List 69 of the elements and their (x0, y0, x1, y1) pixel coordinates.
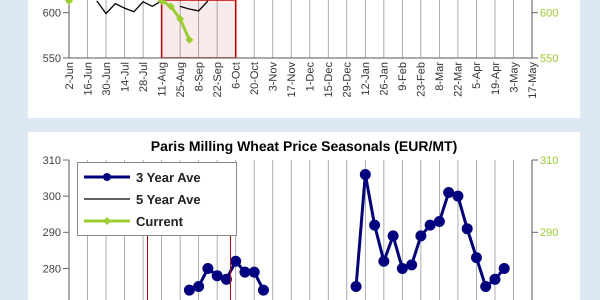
point (480, 281, 492, 292)
x-tick-label: 17-Nov (286, 62, 298, 98)
point (443, 187, 454, 198)
y-tick-label: 290 (42, 227, 61, 240)
point (220, 274, 232, 285)
point (415, 230, 426, 242)
point (176, 15, 184, 24)
x-tick-label: 6-Oct (230, 62, 242, 89)
x-tick-label: 16-Jun (82, 62, 94, 96)
legend-label: 3 Year Ave (136, 170, 201, 184)
x-tick-label: 5-Apr (471, 62, 484, 89)
x-tick-label: 26-Jan (378, 62, 391, 96)
y2-tick-label: 550 (540, 52, 558, 65)
x-tick-label: 11-Aug (156, 62, 168, 97)
point (350, 281, 362, 292)
point (360, 168, 371, 180)
chart-title: Paris Milling Wheat Price Seasonals (EUR/MT) (150, 138, 458, 154)
y2-tick-label: 310 (540, 154, 558, 167)
point (212, 270, 223, 282)
point (193, 281, 204, 292)
point (498, 262, 510, 274)
point (202, 262, 214, 274)
point (230, 256, 242, 267)
x-tick-label: 9-Feb (397, 62, 410, 91)
y-tick-label: 550 (42, 52, 61, 65)
y2-tick-label: 600 (540, 8, 558, 20)
point (184, 284, 195, 296)
x-tick-label: 8-Sep (193, 62, 206, 92)
point (185, 36, 194, 44)
x-tick-label: 30-Jun (100, 62, 113, 96)
x-tick-label: 2-Jun (64, 62, 76, 90)
point (406, 259, 418, 270)
y2-tick-label: 290 (540, 227, 558, 240)
x-tick-label: 3-May (508, 62, 520, 93)
point (452, 190, 464, 202)
y-tick-label: 280 (42, 263, 61, 276)
x-tick-label: 23-Feb (416, 62, 428, 97)
point (239, 266, 250, 278)
x-tick-label: 1-Dec (304, 62, 317, 92)
x-tick-label: 28-Jul (138, 62, 150, 92)
x-tick-label: 17-May (526, 62, 539, 99)
point (248, 266, 260, 278)
x-tick-label: 29-Dec (342, 62, 354, 98)
x-tick-label: 22-Sep (212, 62, 224, 98)
point (378, 256, 390, 267)
point (388, 230, 399, 242)
legend-label: Current (136, 214, 183, 228)
point (470, 252, 482, 264)
y-tick-label: 300 (42, 191, 61, 204)
point (258, 284, 269, 296)
x-tick-label: 14-Jul (119, 62, 132, 92)
y-tick-label: 310 (42, 154, 61, 167)
point (424, 220, 436, 231)
point (462, 223, 473, 234)
point (434, 216, 445, 227)
point (489, 274, 500, 285)
x-tick-label: 12-Jan (360, 62, 372, 96)
x-tick-label: 15-Dec (323, 62, 336, 98)
x-tick-label: 22-Mar (452, 62, 465, 97)
y-tick-label: 600 (42, 8, 61, 20)
x-tick-label: 8-Mar (434, 62, 446, 91)
x-tick-label: 19-Apr (490, 62, 502, 96)
x-tick-label: 25-Aug (174, 62, 187, 98)
point (396, 262, 408, 274)
legend-label: 5 Year Ave (136, 192, 201, 206)
x-tick-label: 3-Nov (268, 62, 280, 92)
point (166, 2, 175, 10)
x-tick-label: 20-Oct (249, 62, 262, 96)
point (369, 220, 380, 231)
